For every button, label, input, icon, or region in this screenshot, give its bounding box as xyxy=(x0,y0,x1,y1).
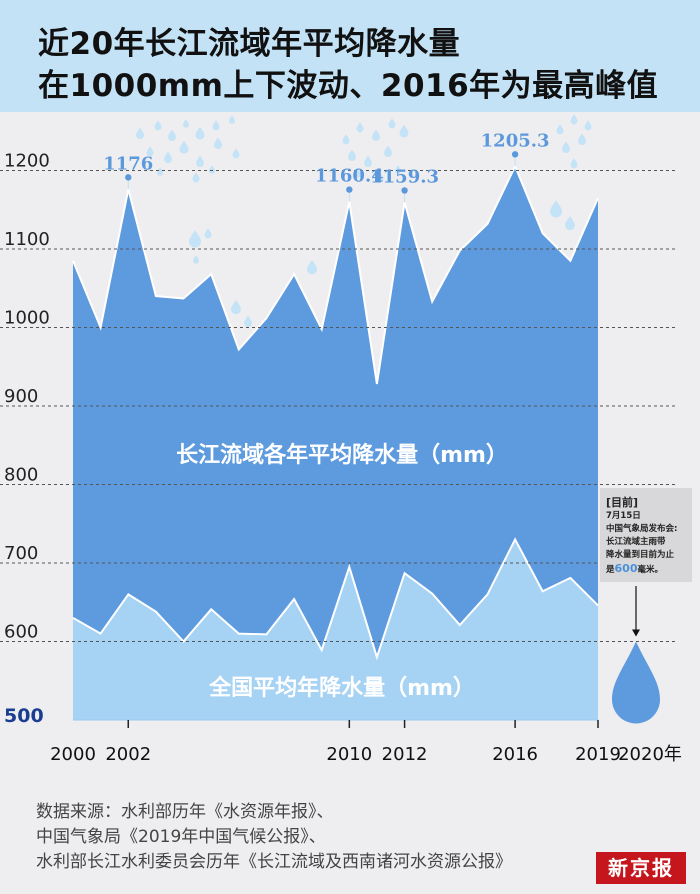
raindrop-icon xyxy=(232,148,240,159)
x-tick-label: 2000 xyxy=(50,744,96,765)
raindrop-decorations xyxy=(136,114,592,327)
peak-marker xyxy=(511,151,519,158)
peak-marker xyxy=(125,174,132,181)
raindrop-icon xyxy=(204,228,212,239)
raindrop-icon xyxy=(355,169,361,178)
chart-title-line2: 在1000mm上下波动、2016年为最高峰值 xyxy=(38,68,659,104)
xinjingbao-logo: 新京报 xyxy=(596,852,686,884)
river-basin-area-line xyxy=(72,163,599,385)
current-status-note: [目前] 7月15日 中国气象局发布会: 长江流域主雨带 降水量到目前为止 是6… xyxy=(600,488,692,582)
raindrop-icon xyxy=(231,300,241,315)
raindrop-icon xyxy=(584,120,592,131)
raindrop-icon xyxy=(364,155,372,167)
y-tick-label: 1200 xyxy=(4,151,50,172)
river-basin-area xyxy=(73,166,598,721)
raindrop-icon xyxy=(376,172,384,183)
note-line5-suffix: 毫米。 xyxy=(637,565,663,575)
raindrop-icon xyxy=(562,141,570,153)
raindrop-icon xyxy=(342,134,350,145)
source-line1: 数据来源：水利部历年《水资源年报》、 xyxy=(36,802,334,822)
y-tick-label: 500 xyxy=(4,705,44,727)
x-tick-label: 2002 xyxy=(105,744,151,765)
national-series-label: 全国平均年降水量（mm） xyxy=(208,675,475,701)
source-line2: 中国气象局《2019年中国气候公报》、 xyxy=(36,827,326,847)
peak-label: 1159.3 xyxy=(370,166,439,187)
peak-label: 1176 xyxy=(103,153,153,174)
raindrop-icon xyxy=(570,158,578,169)
peak-label: 1205.3 xyxy=(481,130,550,151)
raindrop-icon xyxy=(154,120,162,131)
note-date: 7月15日 xyxy=(606,511,641,521)
header-banner: 近20年长江流域年平均降水量 在1000mm上下波动、2016年为最高峰值 xyxy=(0,0,700,112)
raindrop-icon xyxy=(307,260,317,275)
peak-marker xyxy=(401,187,408,194)
x-tick-label: 2016 xyxy=(492,744,538,765)
note-line5-prefix: 是 xyxy=(606,565,615,575)
raindrop-icon xyxy=(212,120,220,131)
river-series-label: 长江流域各年平均降水量（mm） xyxy=(176,442,508,468)
raindrop-icon xyxy=(179,140,189,154)
raindrop-icon xyxy=(193,255,199,264)
raindrop-icon xyxy=(570,114,578,125)
raindrop-icon xyxy=(356,122,364,133)
source-line3: 水利部长江水利委员会历年《长江流域及西南诸河水资源公报》 xyxy=(36,852,512,872)
y-tick-label: 1000 xyxy=(4,308,50,329)
raindrop-icon xyxy=(550,200,562,218)
raindrop-icon xyxy=(229,115,235,124)
raindrop-icon xyxy=(196,155,204,167)
y-tick-label: 1100 xyxy=(4,229,50,250)
raindrop-icon xyxy=(214,137,222,149)
raindrop-icon xyxy=(195,126,205,140)
note-title: [目前] xyxy=(606,496,639,509)
note-line3: 长江流域主雨带 xyxy=(606,537,666,547)
raindrop-icon xyxy=(189,230,201,248)
current-pointer-arrow xyxy=(632,629,640,637)
raindrop-icon xyxy=(565,216,575,231)
raindrop-icon xyxy=(146,146,154,157)
raindrop-icon xyxy=(556,124,564,135)
raindrop-icon xyxy=(136,127,144,139)
raindrop-icon xyxy=(578,133,586,145)
raindrop-icon xyxy=(157,167,163,176)
x-tick-label: 2012 xyxy=(382,744,428,765)
y-tick-label: 900 xyxy=(4,386,38,407)
national-area-line xyxy=(72,537,599,661)
raindrop-icon xyxy=(395,165,401,174)
raindrop-icon xyxy=(183,119,189,128)
national-area xyxy=(73,539,598,720)
precipitation-chart: 1200 1100 1000 900 800 700 600 500 2000 2002 2010… xyxy=(0,114,682,765)
y-tick-label: 700 xyxy=(4,543,38,564)
peak-marker xyxy=(346,186,353,193)
y-tick-label: 600 xyxy=(4,622,38,643)
x-tick-label: 2020年 xyxy=(618,744,682,765)
raindrop-icon xyxy=(384,145,392,157)
raindrop-icon xyxy=(192,172,200,183)
y-tick-label: 800 xyxy=(4,465,38,486)
raindrop-icon xyxy=(372,129,380,141)
chart-title-line1: 近20年长江流域年平均降水量 xyxy=(38,26,461,62)
note-line2: 中国气象局发布会: xyxy=(606,524,678,534)
peak-label: 1160.4 xyxy=(315,166,384,187)
raindrop-icon xyxy=(348,149,356,161)
raindrop-icon xyxy=(388,118,396,129)
x-tick-label: 2019 xyxy=(575,744,621,765)
raindrop-icon xyxy=(168,129,176,141)
raindrop-icon xyxy=(164,151,172,163)
raindrop-icon xyxy=(399,124,409,138)
x-tick-label: 2010 xyxy=(326,744,372,765)
raindrop-icon xyxy=(244,315,252,327)
note-line4: 降水量到目前为止 xyxy=(606,550,675,560)
note-current-value: 600 xyxy=(614,562,638,575)
raindrop-icon xyxy=(209,165,215,174)
current-value-drop-icon xyxy=(612,641,660,724)
